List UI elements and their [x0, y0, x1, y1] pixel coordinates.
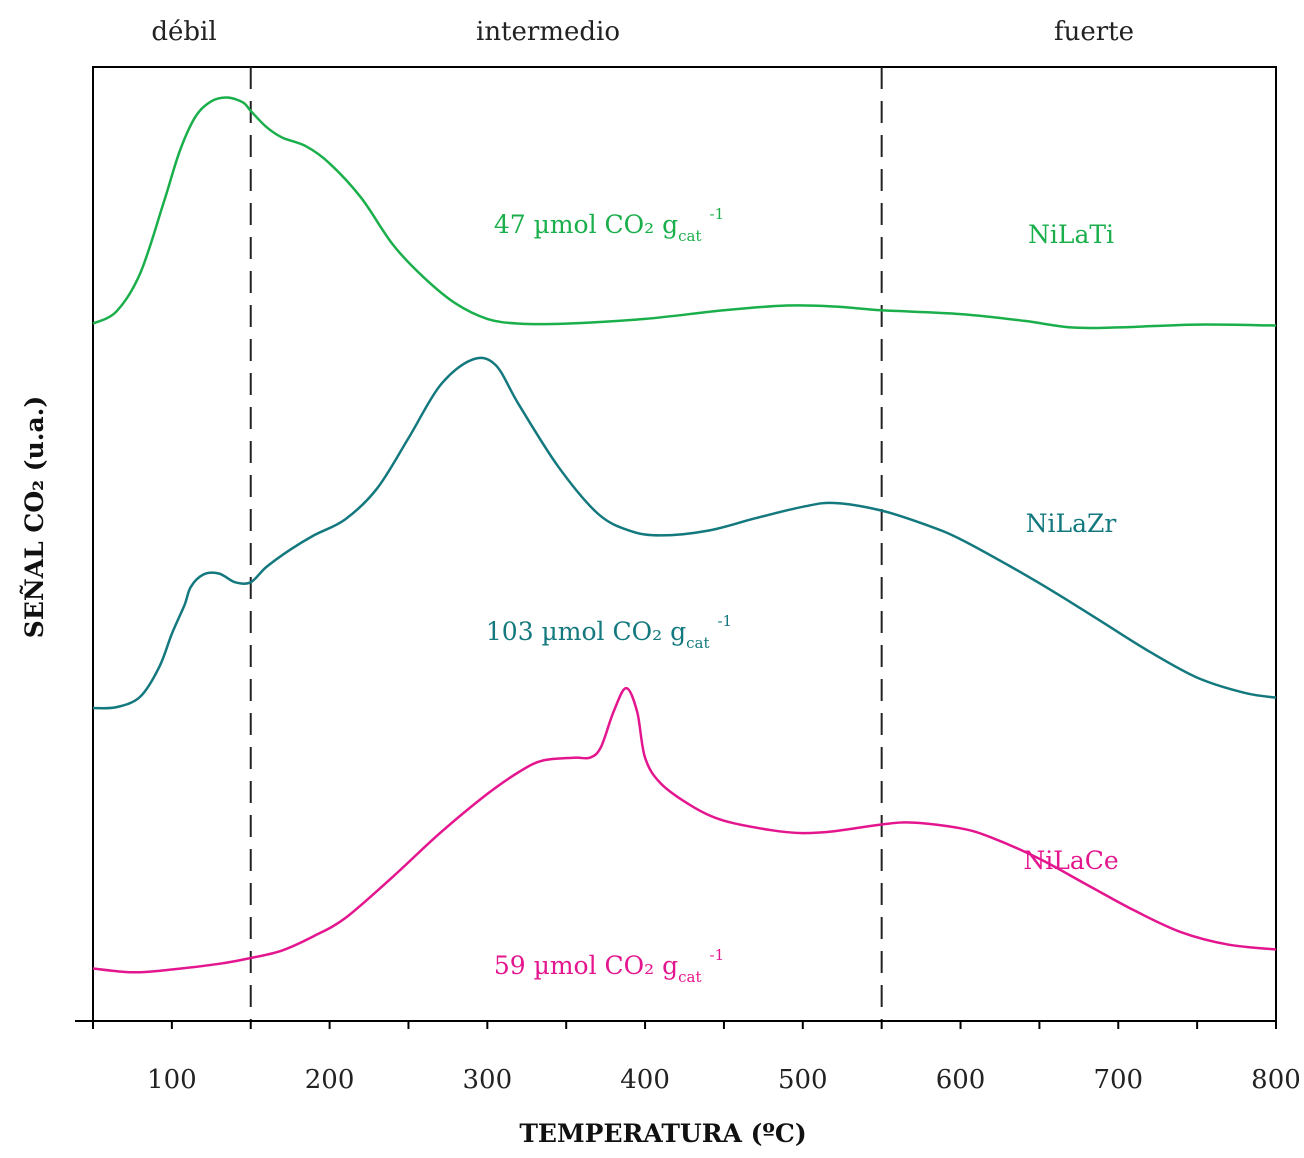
annotation-main-nilati: 47 µmol CO₂ g	[494, 210, 678, 239]
annotation-sub-nilazr: cat	[686, 634, 709, 652]
annotation-nilati: 47 µmol CO₂ gcat -1	[494, 205, 724, 245]
series-line-nilace	[92, 686, 1277, 974]
region-label-2: fuerte	[1054, 17, 1134, 47]
region-dividers	[249, 67, 883, 1021]
x-axis: 100 200 300 400 500 600 700 800	[75, 1020, 1301, 1095]
annotation-sub-nilati: cat	[678, 227, 701, 245]
x-tick-label-300: 300	[463, 1065, 513, 1095]
x-tick-label-100: 100	[147, 1065, 197, 1095]
plot-frame	[92, 66, 1277, 1022]
series-label-nilace: NiLaCe	[1023, 846, 1118, 875]
x-tick-label-500: 500	[778, 1065, 828, 1095]
annotation-nilazr: 103 µmol CO₂ gcat -1	[486, 612, 732, 652]
annotation-main-nilazr: 103 µmol CO₂ g	[486, 617, 686, 646]
x-tick-label-700: 700	[1093, 1065, 1143, 1095]
series-line-nilazr	[92, 356, 1277, 710]
region-labels: débil intermedio fuerte	[151, 17, 1134, 47]
region-label-0: débil	[151, 17, 216, 47]
annotation-sup-nilati: -1	[710, 205, 725, 223]
annotation-main-nilace: 59 µmol CO₂ g	[494, 951, 678, 980]
x-tick-label-800: 800	[1251, 1065, 1301, 1095]
series-labels: NiLaTi NiLaZr NiLaCe	[1023, 220, 1118, 875]
series-label-nilazr: NiLaZr	[1026, 509, 1117, 538]
annotation-sub-nilace: cat	[678, 968, 701, 986]
x-tick-label-400: 400	[620, 1065, 670, 1095]
y-axis-title: SEÑAL CO₂ (u.a.)	[20, 396, 49, 638]
annotation-sup-nilazr: -1	[717, 612, 732, 630]
series-lines	[92, 96, 1277, 974]
annotation-sup-nilace: -1	[710, 946, 725, 964]
x-axis-title: TEMPERATURA (ºC)	[519, 1119, 806, 1148]
region-label-1: intermedio	[476, 17, 620, 47]
x-tick-label-600: 600	[936, 1065, 986, 1095]
x-tick-label-200: 200	[305, 1065, 355, 1095]
annotation-nilace: 59 µmol CO₂ gcat -1	[494, 946, 724, 986]
series-label-nilati: NiLaTi	[1028, 220, 1114, 249]
series-line-nilati	[92, 96, 1277, 330]
